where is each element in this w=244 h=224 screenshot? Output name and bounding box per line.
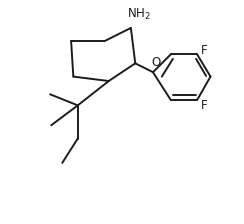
Text: F: F bbox=[201, 99, 207, 112]
Text: O: O bbox=[152, 56, 161, 69]
Text: NH$_2$: NH$_2$ bbox=[127, 7, 151, 22]
Text: F: F bbox=[201, 43, 207, 56]
